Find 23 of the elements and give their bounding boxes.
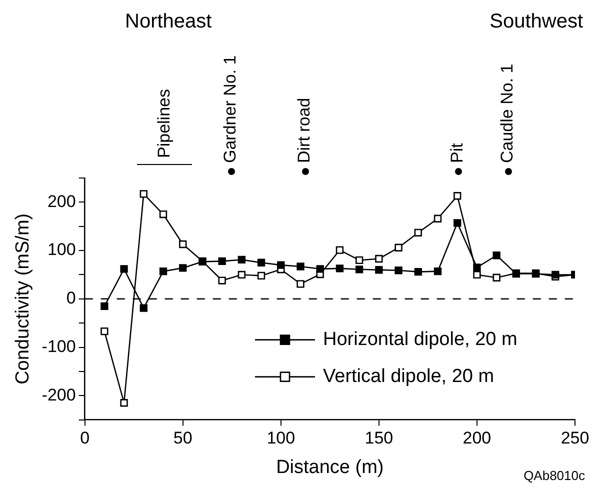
x-tick-label: 50 bbox=[173, 428, 192, 448]
text: Northeast bbox=[125, 10, 212, 33]
y-axis-title: Conductivity (mS/m) bbox=[12, 213, 34, 384]
x-axis-title: Distance (m) bbox=[276, 456, 384, 478]
text: Pit bbox=[448, 142, 467, 163]
text: Southwest bbox=[490, 10, 584, 33]
y-tick-label: -200 bbox=[42, 385, 76, 404]
x-tick-label: 150 bbox=[364, 428, 394, 448]
y-tick-label: -100 bbox=[42, 336, 76, 356]
y-tick-label: 100 bbox=[47, 240, 76, 260]
legend-label: Vertical dipole, 20 m bbox=[323, 366, 494, 388]
x-tick-label: 200 bbox=[462, 428, 492, 448]
x-tick-label: 250 bbox=[560, 428, 590, 448]
text: Caudle No. 1 bbox=[498, 64, 517, 163]
y-tick-label: 200 bbox=[47, 192, 76, 211]
text: QAb8010c bbox=[524, 468, 586, 484]
text: Gardner No. 1 bbox=[220, 55, 240, 163]
text: Dirt road bbox=[294, 98, 314, 163]
x-tick-label: 0 bbox=[80, 428, 90, 448]
y-tick-label: 0 bbox=[66, 288, 76, 308]
x-tick-label: 100 bbox=[266, 428, 296, 448]
text: Pipelines bbox=[154, 89, 174, 158]
legend-label: Horizontal dipole, 20 m bbox=[323, 329, 518, 350]
